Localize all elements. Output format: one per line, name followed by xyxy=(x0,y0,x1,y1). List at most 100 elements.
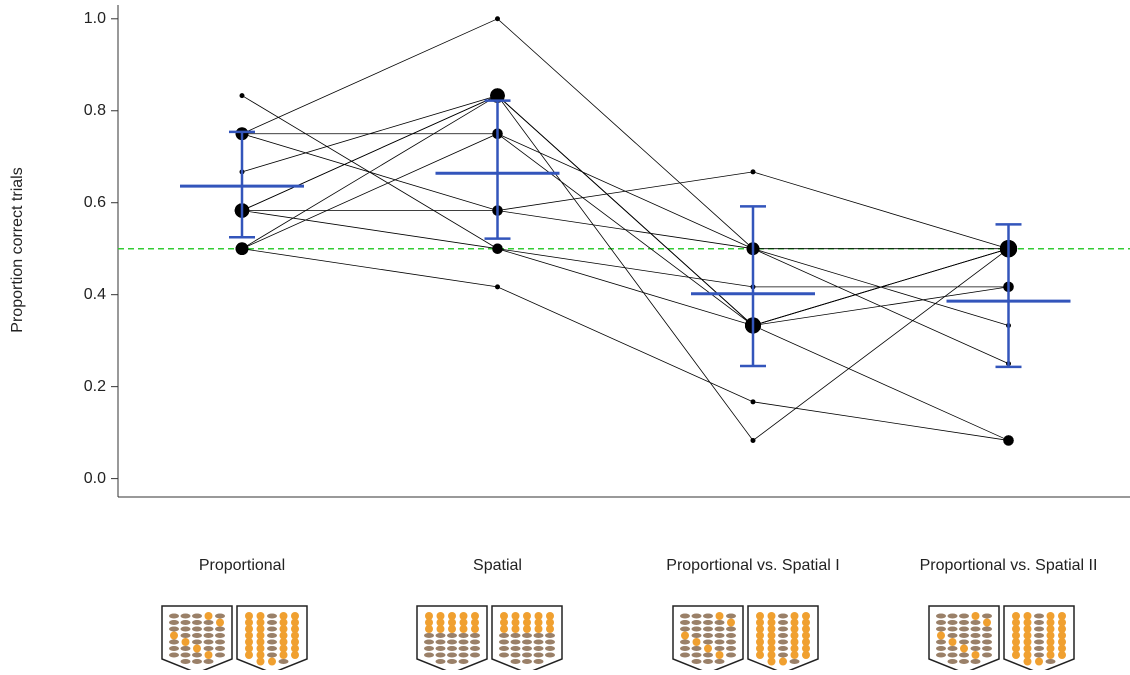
icon-dot xyxy=(458,659,469,664)
icon-dot xyxy=(279,618,288,627)
y-tick-label: 0.8 xyxy=(84,102,106,119)
icon-dot xyxy=(756,651,764,659)
icon-dot xyxy=(192,633,202,638)
icon-dot xyxy=(424,646,434,651)
icon-dot xyxy=(203,646,214,651)
icon-dot xyxy=(256,644,265,653)
icon-dot xyxy=(1058,625,1066,633)
icon-dot xyxy=(1012,631,1020,640)
icon-dot xyxy=(691,652,702,658)
icon-dot xyxy=(193,644,201,653)
icon-dot xyxy=(169,620,179,625)
icon-dot xyxy=(291,631,299,640)
icon-dot xyxy=(510,639,521,645)
icon-shield xyxy=(416,605,488,674)
condition-icons xyxy=(161,605,1075,674)
icon-dot xyxy=(267,639,277,645)
icon-dot xyxy=(970,620,981,625)
icon-dot xyxy=(245,638,253,646)
icon-dot xyxy=(1034,652,1044,658)
icon-dot xyxy=(680,646,690,651)
subject-line xyxy=(241,133,1009,365)
icon-dot xyxy=(1034,613,1044,619)
icon-dot xyxy=(756,612,764,620)
icon-dot xyxy=(703,620,713,625)
icon-dot xyxy=(703,626,713,632)
icon-dot xyxy=(448,612,456,620)
icon-dot xyxy=(778,613,788,619)
icon-dot xyxy=(500,618,508,627)
icon-dot xyxy=(1023,657,1032,666)
icon-dot xyxy=(691,613,702,619)
icon-shield xyxy=(672,605,744,674)
icon-dot xyxy=(545,646,555,651)
icon-dot xyxy=(267,646,277,651)
subject-dot xyxy=(239,93,245,99)
icon-dot xyxy=(778,626,788,632)
icon-dot xyxy=(278,659,289,664)
icon-dot xyxy=(982,646,992,651)
icon-dot xyxy=(291,651,299,659)
icon-dot xyxy=(1023,638,1032,646)
icon-dot xyxy=(216,618,224,627)
icon-dot xyxy=(767,638,776,646)
subject-line xyxy=(241,248,1009,441)
icon-dot xyxy=(703,639,713,645)
icon-dot xyxy=(500,625,508,633)
icon-dot xyxy=(170,631,178,640)
icon-dot xyxy=(267,652,277,658)
icon-dot xyxy=(1034,646,1044,651)
icon-dot xyxy=(983,618,991,627)
icon-dot xyxy=(256,631,265,640)
icon-dot xyxy=(424,652,434,658)
icon-dot xyxy=(267,620,277,625)
icon-dot xyxy=(192,626,202,632)
subject-dot xyxy=(495,284,500,290)
icon-dot xyxy=(790,651,799,659)
icon-dot xyxy=(180,659,191,664)
icon-dot xyxy=(778,646,788,651)
icon-dot xyxy=(1012,618,1020,627)
icon-shield xyxy=(928,605,1000,674)
icon-dot xyxy=(499,633,509,638)
icon-dot xyxy=(1046,644,1055,653)
icon-dot xyxy=(680,620,690,625)
icon-dot xyxy=(447,639,457,645)
icon-dot xyxy=(245,644,253,653)
subject-dot xyxy=(1003,435,1014,446)
icon-dot xyxy=(1058,631,1066,640)
icon-dot xyxy=(1023,612,1032,620)
icon-dot xyxy=(279,631,288,640)
icon-dot xyxy=(245,631,253,640)
icon-dot xyxy=(703,659,713,664)
icon-dot xyxy=(982,652,992,658)
icon-dot xyxy=(192,620,202,625)
icon-dot xyxy=(534,612,543,620)
icon-dot xyxy=(767,631,776,640)
icon-dot xyxy=(802,631,810,640)
icon-dot xyxy=(982,633,992,638)
icon-dot xyxy=(546,618,554,627)
icon-dot xyxy=(510,659,521,664)
icon-dot xyxy=(681,631,689,640)
icon-dot xyxy=(203,639,214,645)
icon-dot xyxy=(471,612,479,620)
icon-dot xyxy=(1034,626,1044,632)
icon-dot xyxy=(790,618,799,627)
icon-dot xyxy=(425,625,433,633)
icon-dot xyxy=(447,659,457,664)
icon-dot xyxy=(279,651,288,659)
icon-dot xyxy=(714,639,725,645)
icon-dot xyxy=(447,633,457,638)
icon-dot xyxy=(267,633,277,638)
icon-dot xyxy=(756,644,764,653)
icon-dot xyxy=(936,652,946,658)
icon-dot xyxy=(947,659,958,664)
icon-dot xyxy=(947,626,958,632)
icon-dot xyxy=(471,625,479,633)
icon-dot xyxy=(714,659,725,664)
icon-dot xyxy=(947,633,958,638)
icon-dot xyxy=(703,613,713,619)
icon-dot xyxy=(970,633,981,638)
